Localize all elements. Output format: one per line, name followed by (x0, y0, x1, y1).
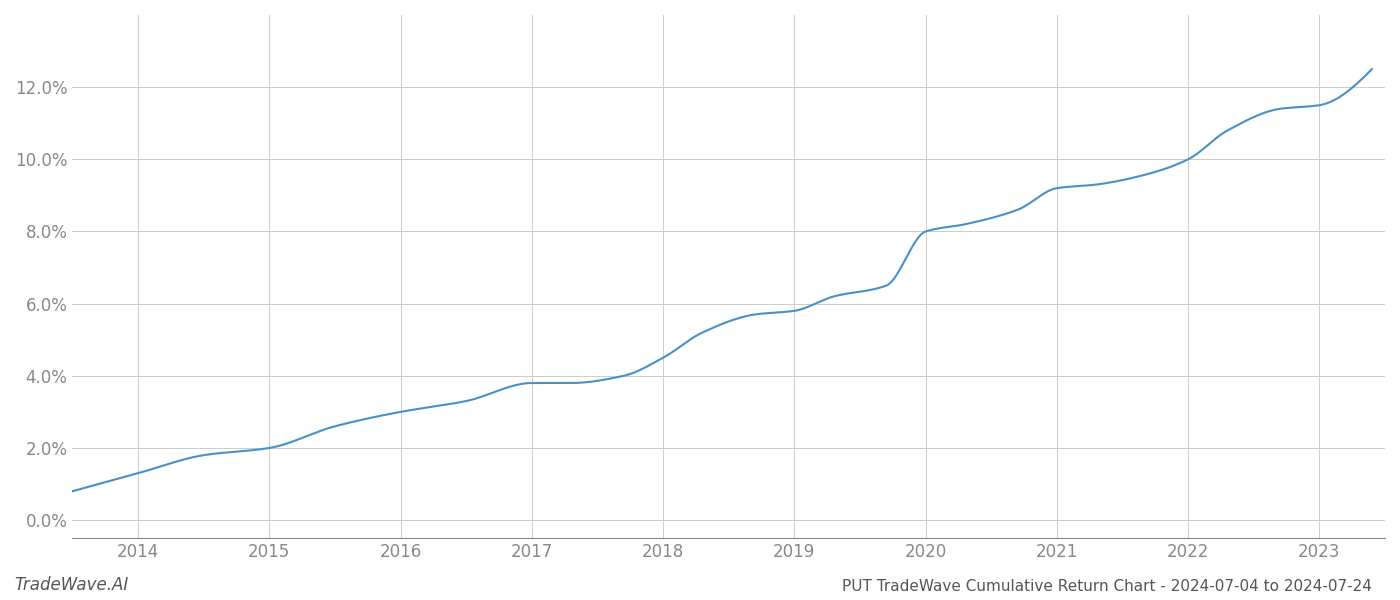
Text: TradeWave.AI: TradeWave.AI (14, 576, 129, 594)
Text: PUT TradeWave Cumulative Return Chart - 2024-07-04 to 2024-07-24: PUT TradeWave Cumulative Return Chart - … (843, 579, 1372, 594)
